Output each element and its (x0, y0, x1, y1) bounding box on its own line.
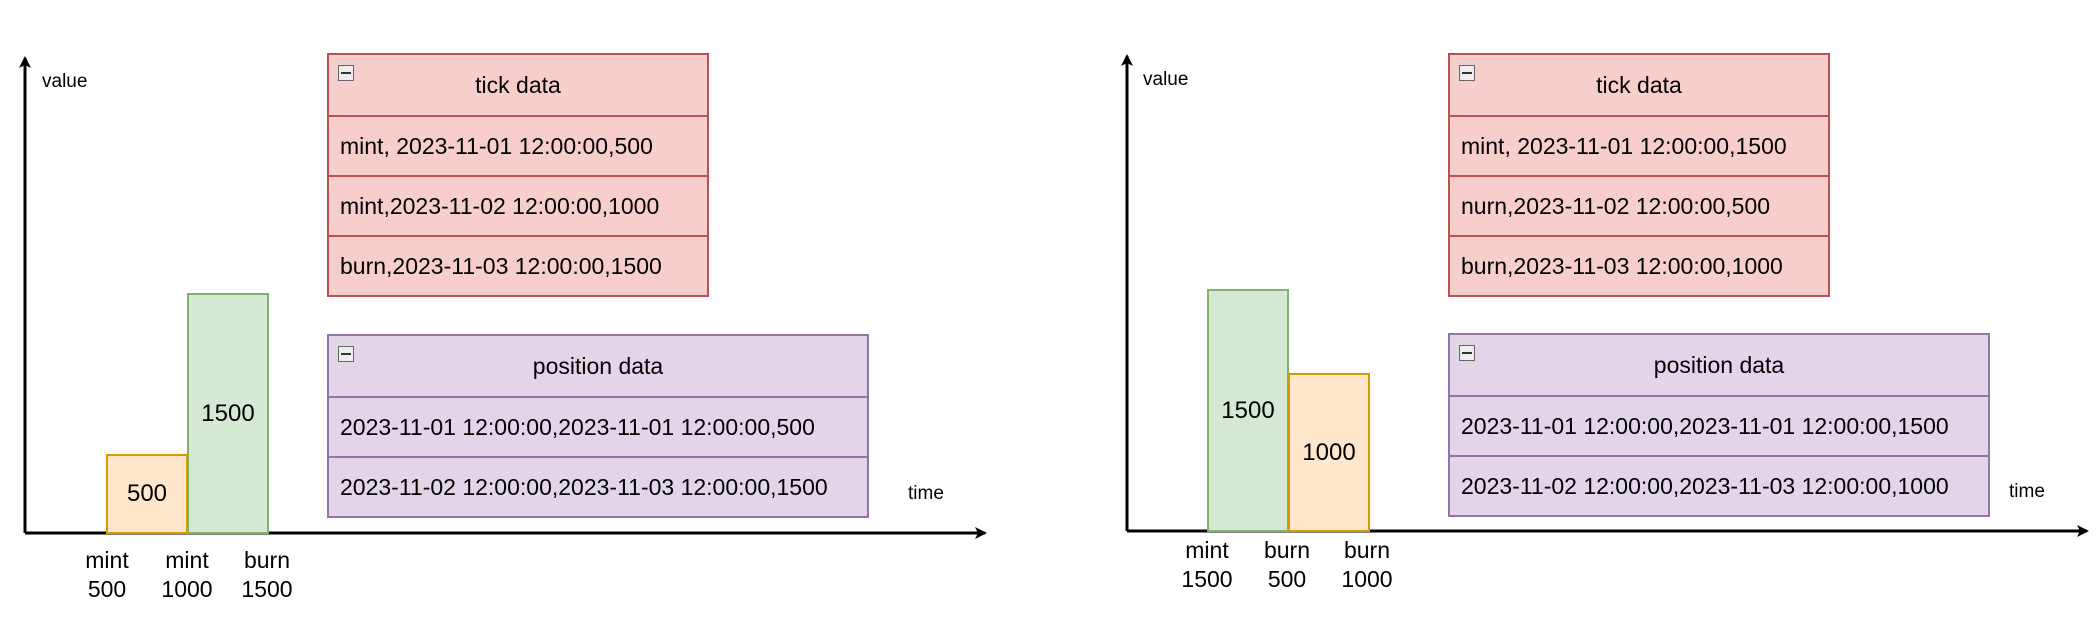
table-row: burn,2023-11-03 12:00:00,1000 (1450, 235, 1828, 295)
collapse-icon[interactable] (1459, 345, 1475, 361)
table-row: nurn,2023-11-02 12:00:00,500 (1450, 175, 1828, 235)
y-axis-label: value (1143, 69, 1189, 90)
x-category: mint 1000 (147, 546, 227, 604)
x-category-line2: 500 (1267, 566, 1307, 592)
diagram-panel-right: value time 1500 1000 mint 1500 burn 500 … (1121, 0, 2098, 626)
table-row: 2023-11-01 12:00:00,2023-11-01 12:00:00,… (329, 396, 867, 456)
table-header: tick data (1450, 55, 1828, 115)
x-category-line1: burn (1343, 537, 1391, 563)
tick-data-table: tick data mint, 2023-11-01 12:00:00,1500… (1448, 53, 1830, 297)
x-category-line2: 1500 (241, 576, 293, 602)
x-category: burn 500 (1247, 536, 1327, 594)
table-row: mint, 2023-11-01 12:00:00,500 (329, 115, 707, 175)
table-title: tick data (1596, 71, 1682, 98)
bar-1000: 1000 (1288, 373, 1370, 532)
collapse-icon[interactable] (1459, 65, 1475, 81)
table-title: position data (1653, 351, 1785, 378)
x-category-line1: burn (1263, 537, 1311, 563)
position-data-table: position data 2023-11-01 12:00:00,2023-1… (327, 334, 869, 518)
table-row: mint,2023-11-02 12:00:00,1000 (329, 175, 707, 235)
x-category-line2: 1000 (161, 576, 213, 602)
x-category-line1: mint (1185, 537, 1229, 563)
x-category-line2: 1500 (1181, 566, 1233, 592)
x-category: burn 1000 (1327, 536, 1407, 594)
table-row: 2023-11-02 12:00:00,2023-11-03 12:00:00,… (329, 456, 867, 516)
bar-value-label: 1000 (1302, 438, 1356, 466)
x-category-line2: 500 (87, 576, 127, 602)
table-header: tick data (329, 55, 707, 115)
table-title: tick data (475, 71, 561, 98)
position-data-table: position data 2023-11-01 12:00:00,2023-1… (1448, 333, 1990, 517)
x-axis-label: time (2009, 481, 2045, 502)
bar-500: 500 (106, 454, 188, 534)
table-row: mint, 2023-11-01 12:00:00,1500 (1450, 115, 1828, 175)
x-category-line2: 1000 (1341, 566, 1393, 592)
x-category-line1: burn (243, 547, 291, 573)
bar-value-label: 500 (126, 480, 168, 507)
x-category-line1: mint (165, 547, 209, 573)
x-category: burn 1500 (227, 546, 307, 604)
collapse-icon[interactable] (338, 65, 354, 81)
x-category-line1: mint (85, 547, 129, 573)
table-row: 2023-11-01 12:00:00,2023-11-01 12:00:00,… (1450, 395, 1988, 455)
diagram-panel-left: value time 500 1500 mint 500 mint 1000 b… (0, 0, 1049, 626)
table-title: position data (532, 352, 664, 379)
x-category: mint 1500 (1167, 536, 1247, 594)
x-axis-label: time (908, 483, 944, 504)
table-header: position data (329, 336, 867, 396)
x-category: mint 500 (67, 546, 147, 604)
table-row: 2023-11-02 12:00:00,2023-11-03 12:00:00,… (1450, 455, 1988, 515)
bar-1500: 1500 (1207, 289, 1289, 532)
collapse-icon[interactable] (338, 346, 354, 362)
tick-data-table: tick data mint, 2023-11-01 12:00:00,500 … (327, 53, 709, 297)
table-header: position data (1450, 335, 1988, 395)
bar-value-label: 1500 (201, 399, 255, 427)
table-row: burn,2023-11-03 12:00:00,1500 (329, 235, 707, 295)
bar-1500: 1500 (187, 293, 269, 534)
y-axis-label: value (42, 71, 88, 92)
bar-value-label: 1500 (1221, 396, 1275, 424)
